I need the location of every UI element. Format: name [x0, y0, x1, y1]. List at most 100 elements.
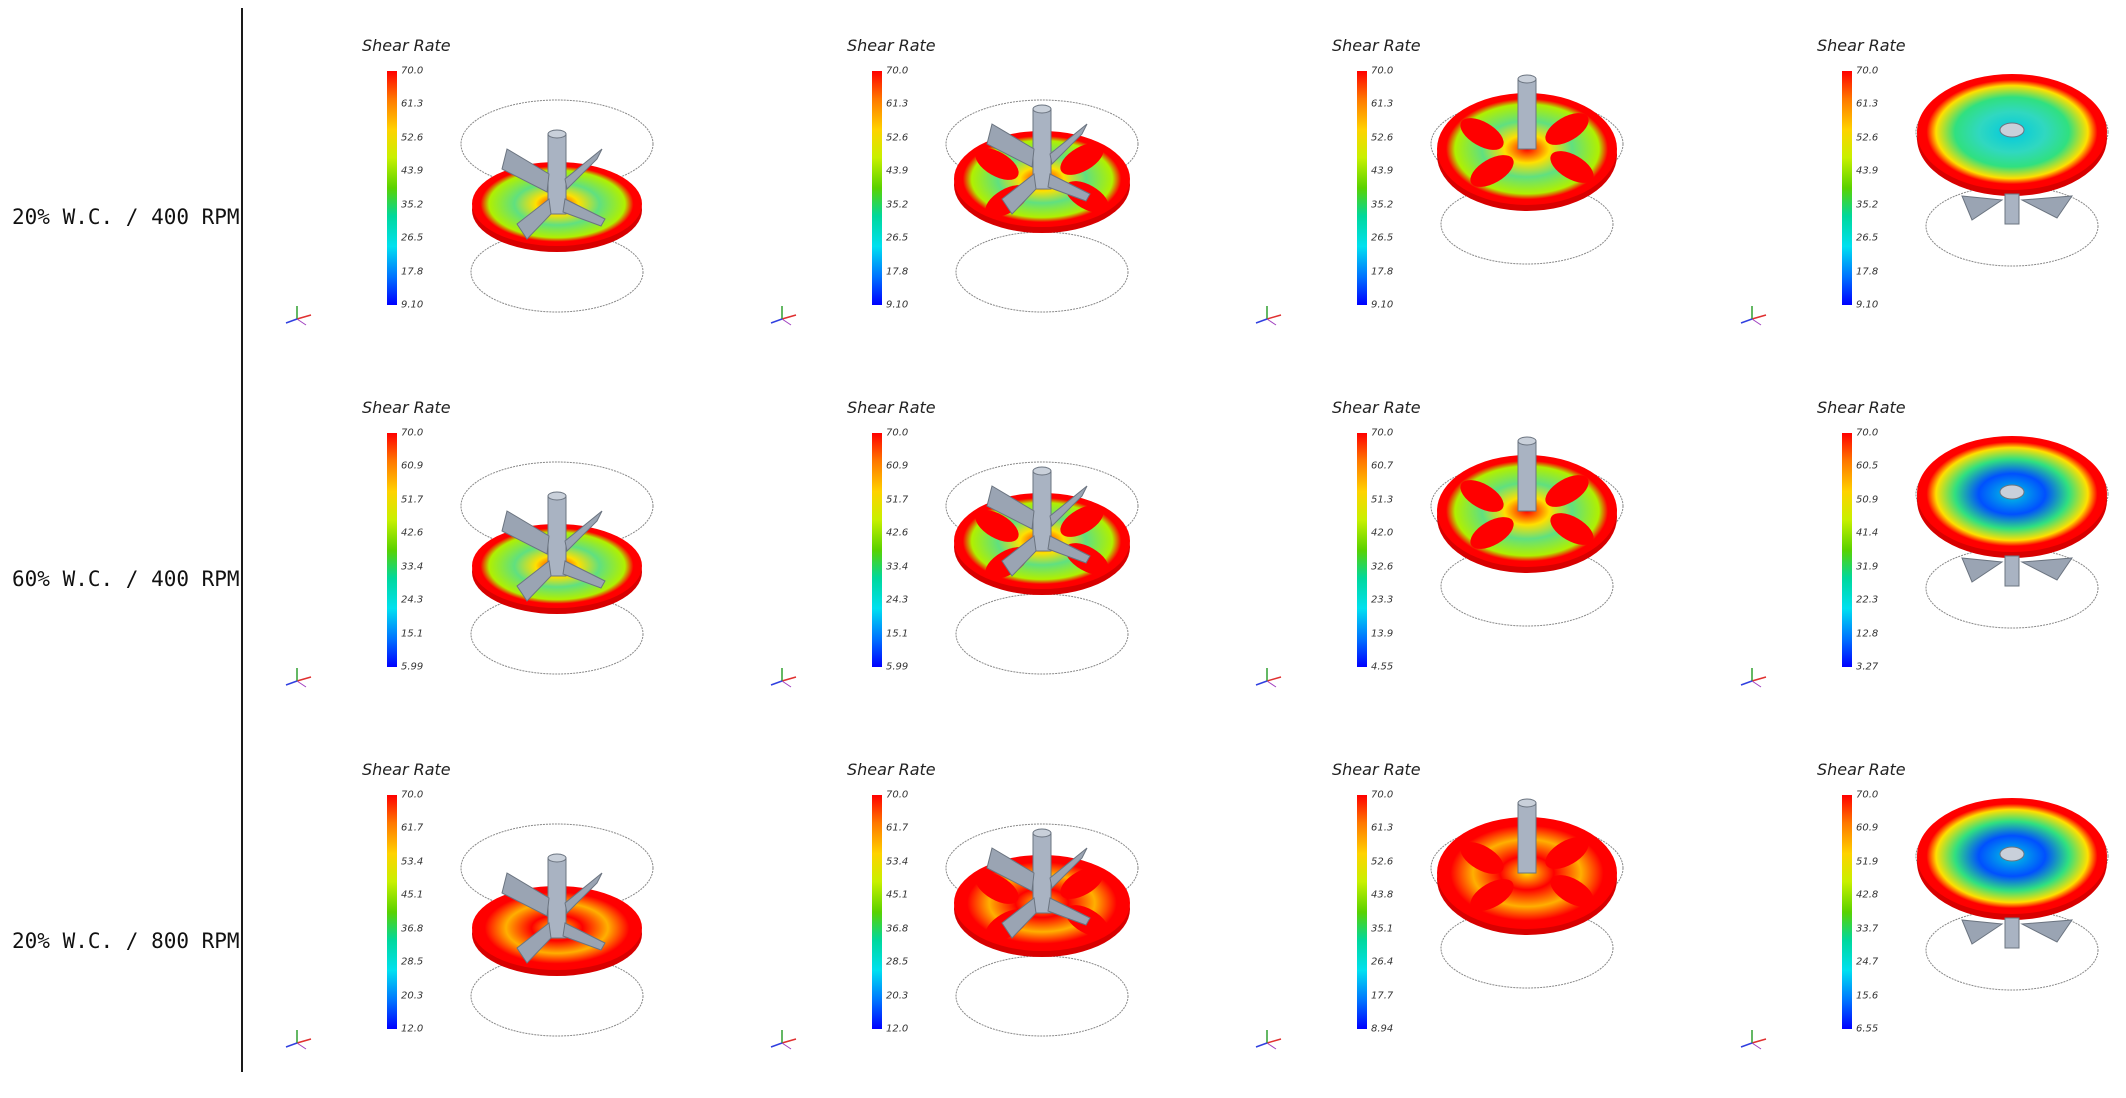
colorbar [1842, 795, 1852, 1029]
axis-triad-icon [1255, 306, 1282, 326]
colorbar-tick-label: 50.9 [1856, 494, 1879, 506]
colorbar-tick-label: 12.0 [401, 1023, 424, 1035]
tank-contour-view [1255, 74, 1624, 326]
colorbar-tick-label: 9.10 [401, 299, 424, 311]
colorbar-tick-label: 12.8 [1856, 628, 1879, 640]
tank-contour-view [770, 461, 1139, 688]
contour-panel: Shear Rate 70.0 61.7 53.4 45.1 36.8 28.5 20.3 12… [757, 738, 1237, 1098]
colorbar-tick-label: 17.7 [1371, 990, 1394, 1002]
colorbar-tick-label: 51.3 [1371, 494, 1394, 506]
colorbar-tick-label: 51.7 [401, 494, 424, 506]
colorbar [872, 433, 882, 667]
colorbar-tick-label: 9.10 [1856, 299, 1879, 311]
colorbar [1357, 433, 1367, 667]
colorbar-tick-label: 43.9 [1371, 165, 1394, 177]
colorbar-tick-label: 61.7 [401, 822, 424, 834]
colorbar-tick-label: 9.10 [1371, 299, 1394, 311]
tank-contour-view [1255, 436, 1624, 688]
colorbar-tick-label: 35.2 [1371, 199, 1394, 211]
contour-panel: Shear Rate 70.0 60.9 51.9 42.8 33.7 24.7 15.6 6.… [1727, 738, 2126, 1098]
contour-panel: Shear Rate 70.0 60.9 51.7 42.6 33.4 24.3 15.1 5.… [757, 376, 1237, 736]
colorbar-title: Shear Rate [1817, 398, 1906, 417]
row-divider-line [241, 8, 243, 1072]
colorbar-tick-label: 70.0 [1371, 789, 1394, 801]
colorbar-tick-label: 9.10 [886, 299, 909, 311]
colorbar-tick-label: 23.3 [1371, 594, 1394, 606]
contour-panel: Shear Rate 70.0 61.3 52.6 43.9 35.2 26.5 17.8 9.… [757, 14, 1237, 374]
colorbar-tick-label: 26.5 [401, 232, 424, 244]
colorbar-tick-label: 70.0 [886, 789, 909, 801]
colorbar-tick-label: 70.0 [1856, 789, 1879, 801]
colorbar-tick-label: 70.0 [401, 789, 424, 801]
colorbar-tick-label: 35.2 [1856, 199, 1879, 211]
colorbar-tick-label: 12.0 [886, 1023, 909, 1035]
axis-triad-icon [770, 306, 797, 326]
row-label: 60% W.C. / 400 RPM [12, 567, 240, 591]
colorbar-tick-label: 36.8 [401, 923, 424, 935]
colorbar-tick-label: 70.0 [1371, 427, 1394, 439]
colorbar-tick-label: 15.6 [1856, 990, 1879, 1002]
colorbar-tick-label: 43.9 [886, 165, 909, 177]
colorbar-tick-label: 70.0 [886, 427, 909, 439]
axis-triad-icon [1255, 1030, 1282, 1050]
colorbar-tick-label: 52.6 [886, 132, 909, 144]
colorbar-tick-label: 52.6 [1371, 856, 1394, 868]
axis-triad-icon [770, 1030, 797, 1050]
colorbar-tick-label: 42.6 [886, 527, 909, 539]
colorbar-tick-label: 26.5 [1371, 232, 1394, 244]
colorbar-tick-label: 61.3 [1371, 98, 1394, 110]
contour-panel: Shear Rate 70.0 60.5 50.9 41.4 31.9 22.3 12.8 3.… [1727, 376, 2126, 736]
colorbar-title: Shear Rate [1332, 760, 1421, 779]
colorbar-tick-label: 22.3 [1856, 594, 1879, 606]
colorbar-tick-label: 6.55 [1856, 1023, 1879, 1035]
colorbar-title: Shear Rate [362, 36, 451, 55]
colorbar-tick-label: 60.9 [886, 460, 909, 472]
colorbar-tick-label: 70.0 [1371, 65, 1394, 77]
colorbar-tick-label: 32.6 [1371, 561, 1394, 573]
axis-triad-icon [770, 668, 797, 688]
colorbar-tick-label: 61.7 [886, 822, 909, 834]
colorbar-tick-label: 17.8 [401, 266, 424, 278]
colorbar-tick-label: 52.6 [1371, 132, 1394, 144]
colorbar-tick-label: 4.55 [1371, 661, 1394, 673]
colorbar-tick-label: 52.6 [1856, 132, 1879, 144]
colorbar-tick-label: 43.9 [401, 165, 424, 177]
colorbar-tick-label: 33.7 [1856, 923, 1879, 935]
colorbar-tick-label: 13.9 [1371, 628, 1394, 640]
colorbar-tick-label: 35.2 [886, 199, 909, 211]
colorbar [1842, 71, 1852, 305]
colorbar-tick-label: 60.7 [1371, 460, 1394, 472]
colorbar-tick-label: 26.5 [1856, 232, 1879, 244]
axis-triad-icon [1740, 1030, 1767, 1050]
colorbar-title: Shear Rate [847, 398, 936, 417]
colorbar [872, 795, 882, 1029]
colorbar-tick-label: 60.9 [401, 460, 424, 472]
axis-triad-icon [1255, 668, 1282, 688]
tank-contour-view [1255, 798, 1624, 1050]
colorbar [387, 795, 397, 1029]
colorbar-tick-label: 5.99 [401, 661, 424, 673]
colorbar-title: Shear Rate [362, 760, 451, 779]
colorbar-tick-label: 28.5 [401, 956, 424, 968]
colorbar-tick-label: 5.99 [886, 661, 909, 673]
contour-panel: Shear Rate 70.0 61.3 52.6 43.9 35.2 26.5 17.8 9.… [272, 14, 752, 374]
colorbar-tick-label: 60.9 [1856, 822, 1879, 834]
colorbar-tick-label: 28.5 [886, 956, 909, 968]
colorbar-tick-label: 24.3 [401, 594, 424, 606]
contour-panel: Shear Rate 70.0 61.3 52.6 43.9 35.2 26.5 17.8 9.… [1242, 14, 1722, 374]
colorbar-tick-label: 17.8 [1856, 266, 1879, 278]
colorbar-tick-label: 24.7 [1856, 956, 1879, 968]
tank-contour-view [285, 823, 654, 1050]
colorbar-tick-label: 51.7 [886, 494, 909, 506]
contour-panel: Shear Rate 70.0 61.3 52.6 43.8 35.1 26.4 17.7 8.… [1242, 738, 1722, 1098]
row-label: 20% W.C. / 400 RPM [12, 205, 240, 229]
contour-panel: Shear Rate 70.0 61.3 52.6 43.9 35.2 26.5 17.8 9.… [1727, 14, 2126, 374]
colorbar-tick-label: 42.0 [1371, 527, 1394, 539]
colorbar-tick-label: 31.9 [1856, 561, 1879, 573]
colorbar-tick-label: 15.1 [886, 628, 909, 640]
colorbar-title: Shear Rate [1332, 398, 1421, 417]
colorbar-tick-label: 17.8 [886, 266, 909, 278]
axis-triad-icon [285, 306, 312, 326]
tank-contour-view [1740, 798, 2109, 1050]
colorbar [387, 71, 397, 305]
